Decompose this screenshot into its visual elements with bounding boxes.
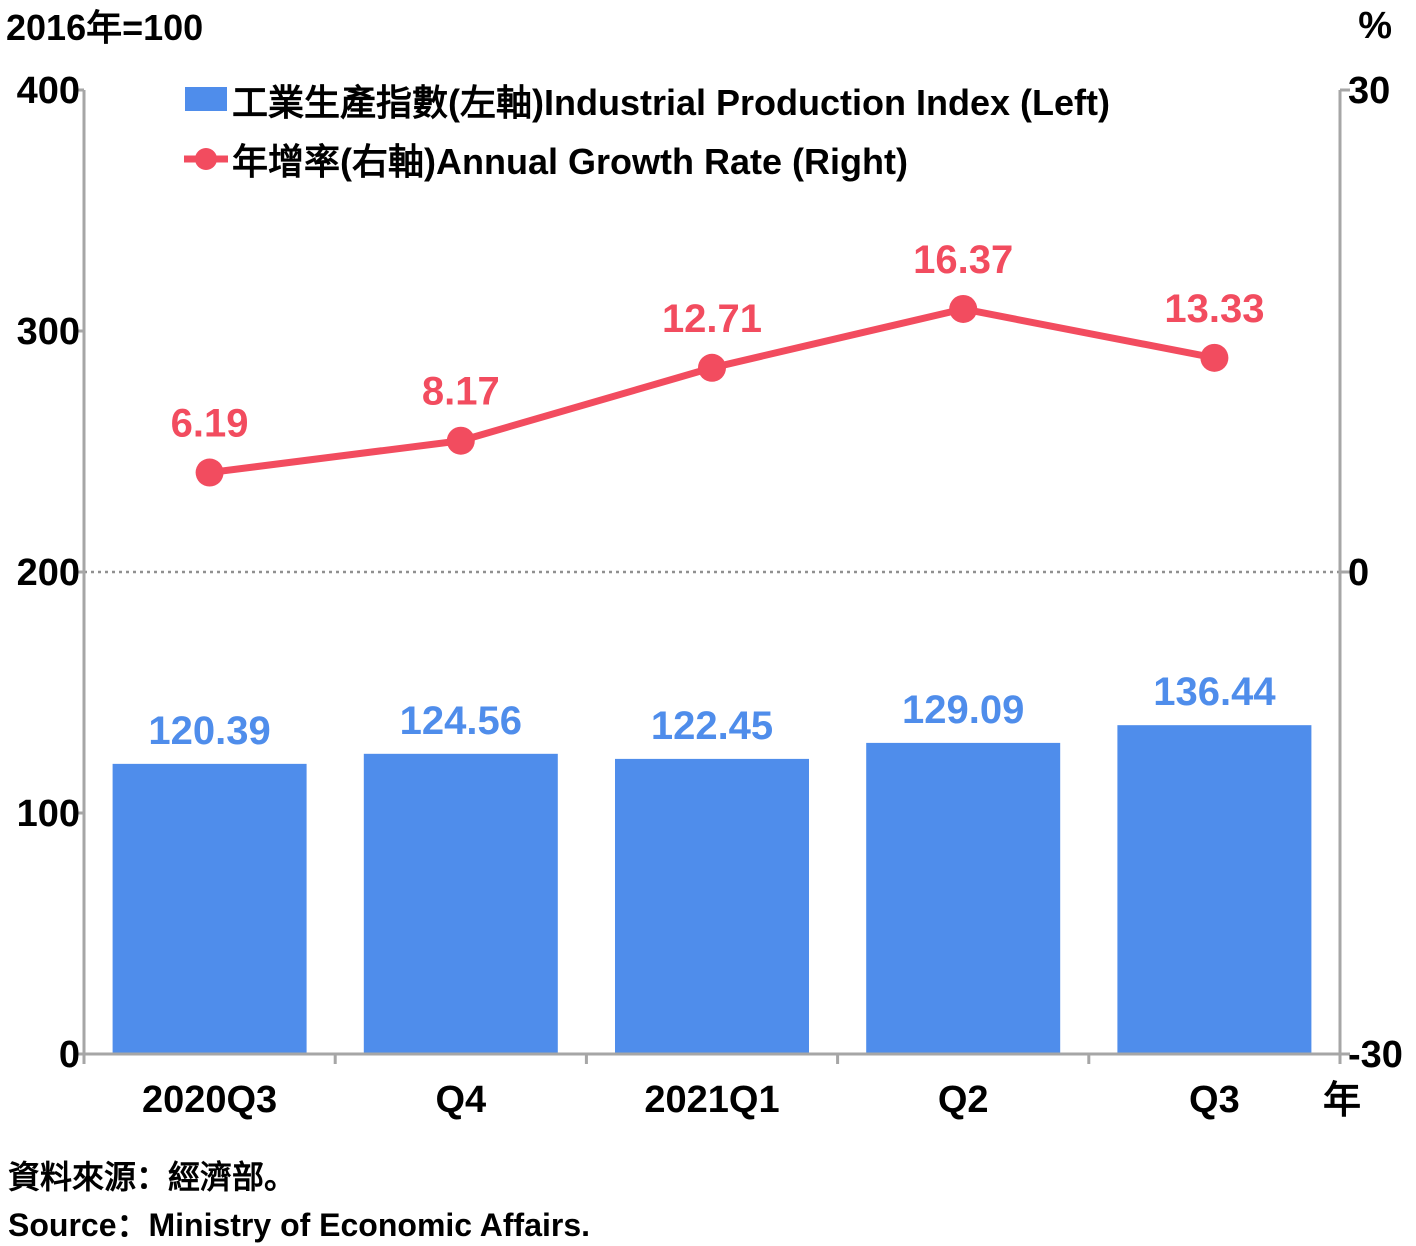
right-axis-unit-label: %: [1358, 5, 1392, 47]
bar: [1117, 725, 1312, 1054]
bar-data-label: 122.45: [651, 704, 773, 748]
legend-line-label: 年增率(右軸)Annual Growth Rate (Right): [232, 141, 908, 182]
legend-line-marker: [195, 148, 217, 170]
right-axis-tick-label: 30: [1348, 70, 1390, 112]
legend: 工業生產指數(左軸)Industrial Production Index (L…: [184, 82, 1110, 182]
left-axis-tick-label: 300: [17, 311, 80, 353]
right-axis-tick-label: -30: [1348, 1034, 1403, 1076]
legend-bar-label: 工業生產指數(左軸)Industrial Production Index (L…: [232, 82, 1110, 123]
bar: [866, 742, 1061, 1054]
growth-rate-point: [1200, 343, 1229, 372]
bar: [112, 763, 307, 1054]
x-axis-category-label: Q2: [938, 1079, 989, 1121]
x-axis-category-label: 2021Q1: [644, 1079, 779, 1121]
x-axis-unit-label: 年: [1323, 1080, 1361, 1122]
growth-rate-point: [195, 458, 224, 487]
x-axis-category-label: Q3: [1189, 1079, 1240, 1121]
x-axis-category-label: Q4: [435, 1079, 486, 1121]
left-axis-tick-label: 200: [17, 552, 80, 594]
left-axis-tick-label: 400: [17, 70, 80, 112]
bar-data-label: 136.44: [1153, 670, 1276, 714]
bar-data-label: 120.39: [148, 709, 270, 753]
growth-rate-data-label: 16.37: [913, 238, 1013, 282]
growth-rate-point: [698, 353, 726, 382]
source-zh: 資料來源：經濟部。: [8, 1159, 297, 1195]
legend-bar-swatch: [185, 87, 227, 111]
bar-data-label: 129.09: [902, 688, 1024, 732]
bar-data-label: 124.56: [400, 699, 522, 743]
left-axis-unit-label: 2016年=100: [6, 7, 203, 48]
growth-rate-data-label: 13.33: [1164, 287, 1264, 331]
growth-rate-point: [446, 426, 475, 455]
right-axis-tick-label: 0: [1348, 552, 1369, 594]
x-axis-category-label: 2020Q3: [142, 1079, 277, 1121]
growth-rate-data-label: 6.19: [171, 402, 249, 446]
growth-rate-point: [949, 294, 978, 323]
source-en: Source：Ministry of Economic Affairs.: [8, 1207, 591, 1243]
plot-area: 0 100 200 300 400 -30 0 30 2020Q3 Q4 2021Q1 Q2 Q3 120…: [17, 70, 1403, 1121]
left-axis-tick-label: 0: [59, 1034, 80, 1076]
bar: [363, 753, 558, 1054]
growth-rate-data-label: 8.17: [422, 370, 500, 414]
growth-rate-data-label: 12.71: [662, 297, 762, 341]
bar: [615, 758, 809, 1054]
left-axis-tick-label: 100: [17, 793, 80, 835]
